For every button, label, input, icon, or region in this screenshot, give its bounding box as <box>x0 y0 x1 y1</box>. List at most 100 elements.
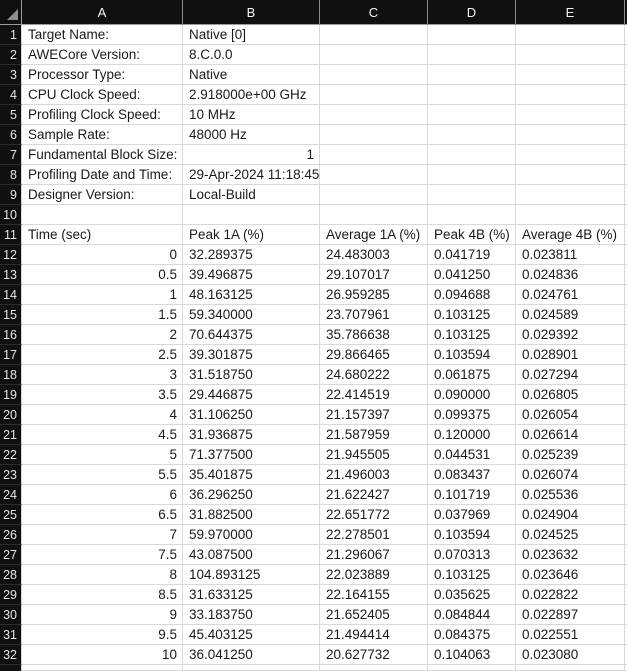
row-header-21[interactable]: 21 <box>0 425 22 445</box>
cell-E31[interactable]: 0.022551 <box>516 625 625 645</box>
cell-B25[interactable]: 31.882500 <box>183 505 320 525</box>
column-header-B[interactable]: B <box>183 0 320 25</box>
cell-A22[interactable]: 5 <box>22 445 183 465</box>
cell-B9[interactable]: Local-Build <box>183 185 320 205</box>
cell-C27[interactable]: 21.296067 <box>320 545 428 565</box>
cell-D28[interactable]: 0.103125 <box>428 565 516 585</box>
cell-E20[interactable]: 0.026054 <box>516 405 625 425</box>
cell-D2[interactable] <box>428 45 516 65</box>
cell-E19[interactable]: 0.026805 <box>516 385 625 405</box>
cell-C15[interactable]: 23.707961 <box>320 305 428 325</box>
cell-B28[interactable]: 104.893125 <box>183 565 320 585</box>
cell-C32[interactable]: 20.627732 <box>320 645 428 665</box>
row-header-22[interactable]: 22 <box>0 445 22 465</box>
cell-D16[interactable]: 0.103125 <box>428 325 516 345</box>
cell-D13[interactable]: 0.041250 <box>428 265 516 285</box>
cell-C26[interactable]: 22.278501 <box>320 525 428 545</box>
cell-A23[interactable]: 5.5 <box>22 465 183 485</box>
cell-B24[interactable]: 36.296250 <box>183 485 320 505</box>
cell-E14[interactable]: 0.024761 <box>516 285 625 305</box>
select-all-corner[interactable] <box>0 0 22 25</box>
cell-E29[interactable]: 0.022822 <box>516 585 625 605</box>
cell-D18[interactable]: 0.061875 <box>428 365 516 385</box>
cell-B30[interactable]: 33.183750 <box>183 605 320 625</box>
cell-D26[interactable]: 0.103594 <box>428 525 516 545</box>
cell-D25[interactable]: 0.037969 <box>428 505 516 525</box>
column-header-E[interactable]: E <box>516 0 625 25</box>
cell-C11[interactable]: Average 1A (%) <box>320 225 428 245</box>
cell-E10[interactable] <box>516 205 625 225</box>
cell-E22[interactable]: 0.025239 <box>516 445 625 465</box>
cell-E24[interactable]: 0.025536 <box>516 485 625 505</box>
cell-A13[interactable]: 0.5 <box>22 265 183 285</box>
cell-A10[interactable] <box>22 205 183 225</box>
cell-D15[interactable]: 0.103125 <box>428 305 516 325</box>
cell-B7[interactable]: 1 <box>183 145 320 165</box>
cell-C9[interactable] <box>320 185 428 205</box>
cell-C18[interactable]: 24.680222 <box>320 365 428 385</box>
cell-A25[interactable]: 6.5 <box>22 505 183 525</box>
cell-B6[interactable]: 48000 Hz <box>183 125 320 145</box>
row-header-32[interactable]: 32 <box>0 645 22 665</box>
cell-B3[interactable]: Native <box>183 65 320 85</box>
cell-D12[interactable]: 0.041719 <box>428 245 516 265</box>
cell-E5[interactable] <box>516 105 625 125</box>
cell-E6[interactable] <box>516 125 625 145</box>
cell-E11[interactable]: Average 4B (%) <box>516 225 625 245</box>
row-header-29[interactable]: 29 <box>0 585 22 605</box>
row-header-4[interactable]: 4 <box>0 85 22 105</box>
cell-B31[interactable]: 45.403125 <box>183 625 320 645</box>
cell-D8[interactable] <box>428 165 516 185</box>
row-header-30[interactable]: 30 <box>0 605 22 625</box>
row-header-31[interactable]: 31 <box>0 625 22 645</box>
cell-C2[interactable] <box>320 45 428 65</box>
row-header-8[interactable]: 8 <box>0 165 22 185</box>
cell-C21[interactable]: 21.587959 <box>320 425 428 445</box>
cell-D29[interactable]: 0.035625 <box>428 585 516 605</box>
cell-B23[interactable]: 35.401875 <box>183 465 320 485</box>
cell-A19[interactable]: 3.5 <box>22 385 183 405</box>
cell-B16[interactable]: 70.644375 <box>183 325 320 345</box>
cell-E3[interactable] <box>516 65 625 85</box>
cell-A29[interactable]: 8.5 <box>22 585 183 605</box>
cell-D31[interactable]: 0.084375 <box>428 625 516 645</box>
cell-E27[interactable]: 0.023632 <box>516 545 625 565</box>
cell-A8[interactable]: Profiling Date and Time: <box>22 165 183 185</box>
cell-B11[interactable]: Peak 1A (%) <box>183 225 320 245</box>
cell-E17[interactable]: 0.028901 <box>516 345 625 365</box>
cell-E9[interactable] <box>516 185 625 205</box>
cell-E1[interactable] <box>516 25 625 45</box>
row-header-13[interactable]: 13 <box>0 265 22 285</box>
cell-B22[interactable]: 71.377500 <box>183 445 320 465</box>
cell-D4[interactable] <box>428 85 516 105</box>
cell-D17[interactable]: 0.103594 <box>428 345 516 365</box>
cell-E7[interactable] <box>516 145 625 165</box>
cell-A24[interactable]: 6 <box>22 485 183 505</box>
cell-C5[interactable] <box>320 105 428 125</box>
cell-C22[interactable]: 21.945505 <box>320 445 428 465</box>
cell-D27[interactable]: 0.070313 <box>428 545 516 565</box>
cell-E16[interactable]: 0.029392 <box>516 325 625 345</box>
row-header-27[interactable]: 27 <box>0 545 22 565</box>
cell-C8[interactable] <box>320 165 428 185</box>
cell-B1[interactable]: Native [0] <box>183 25 320 45</box>
cell-A20[interactable]: 4 <box>22 405 183 425</box>
row-header-28[interactable]: 28 <box>0 565 22 585</box>
cell-E13[interactable]: 0.024836 <box>516 265 625 285</box>
cell-A5[interactable]: Profiling Clock Speed: <box>22 105 183 125</box>
cell-D20[interactable]: 0.099375 <box>428 405 516 425</box>
cell-C17[interactable]: 29.866465 <box>320 345 428 365</box>
cell-B27[interactable]: 43.087500 <box>183 545 320 565</box>
cell-E21[interactable]: 0.026614 <box>516 425 625 445</box>
cell-A26[interactable]: 7 <box>22 525 183 545</box>
cell-B32[interactable]: 36.041250 <box>183 645 320 665</box>
cell-A7[interactable]: Fundamental Block Size: <box>22 145 183 165</box>
cell-E25[interactable]: 0.024904 <box>516 505 625 525</box>
cell-C13[interactable]: 29.107017 <box>320 265 428 285</box>
cell-D1[interactable] <box>428 25 516 45</box>
cell-E28[interactable]: 0.023646 <box>516 565 625 585</box>
row-header-19[interactable]: 19 <box>0 385 22 405</box>
row-header-2[interactable]: 2 <box>0 45 22 65</box>
row-header-23[interactable]: 23 <box>0 465 22 485</box>
cell-A32[interactable]: 10 <box>22 645 183 665</box>
